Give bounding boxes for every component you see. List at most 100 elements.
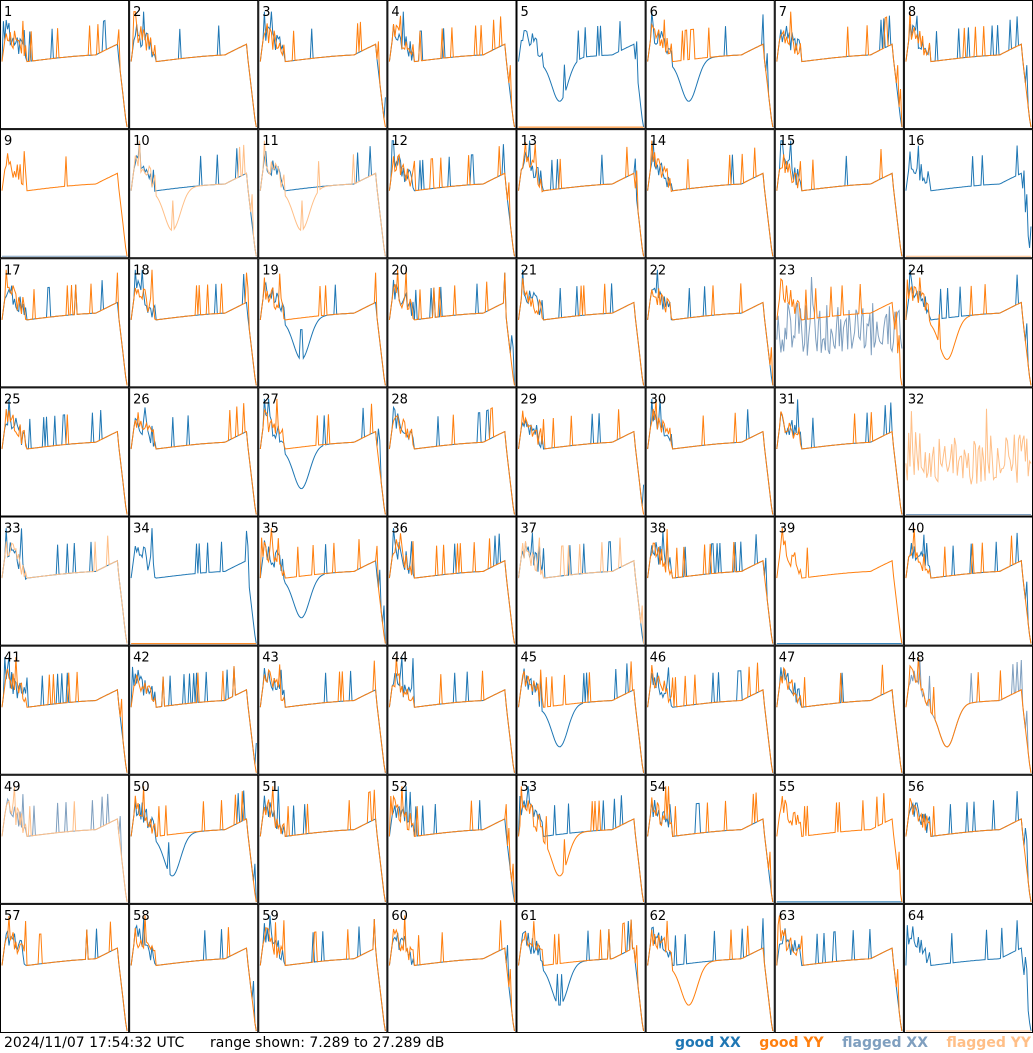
- series-yy: [776, 915, 903, 1032]
- panel-label: 2: [133, 5, 141, 20]
- series-yy: [647, 662, 774, 773]
- panel-45: 45: [516, 645, 646, 775]
- panel-frame: [645, 0, 775, 130]
- series-yy: [776, 664, 903, 773]
- panel-40: 40: [903, 516, 1033, 646]
- panel-frame: [645, 645, 775, 775]
- panel-28: 28: [387, 387, 517, 517]
- series-yy: [388, 657, 515, 773]
- panel-56: 56: [903, 774, 1033, 904]
- panel-label: 40: [908, 522, 925, 537]
- series-yy: [518, 537, 645, 644]
- panel-label: 31: [779, 392, 796, 407]
- panel-label: 59: [262, 909, 279, 924]
- panel-label: 28: [391, 392, 408, 407]
- panel-label: 4: [391, 5, 399, 20]
- series-yy: [776, 411, 903, 515]
- panel-18: 18: [129, 258, 259, 388]
- panel-label: 62: [650, 909, 667, 924]
- panel-label: 32: [908, 392, 925, 407]
- series-yy: [259, 660, 386, 773]
- panel-frame: [387, 258, 517, 388]
- panel-frame: [129, 774, 259, 904]
- panel-32: 32: [903, 387, 1033, 517]
- panel-label: 9: [4, 134, 12, 149]
- panel-frame: [129, 0, 259, 130]
- series-yy: [776, 277, 903, 386]
- series-xx: [518, 21, 645, 128]
- series-yy: [1, 915, 128, 1032]
- footer: 2024/11/07 17:54:32 UTC range shown: 7.2…: [0, 1033, 1033, 1053]
- panel-frame: [774, 129, 904, 259]
- panel-label: 8: [908, 5, 916, 20]
- panel-47: 47: [774, 645, 904, 775]
- series-yy: [259, 528, 386, 644]
- range-max: 27.289: [372, 1035, 422, 1051]
- panel-frame: [516, 516, 646, 646]
- panel-label: 42: [133, 651, 150, 666]
- panel-3: 3: [258, 0, 388, 130]
- range-unit: dB: [425, 1035, 445, 1051]
- panel-5: 5: [516, 0, 646, 130]
- panel-frame: [0, 903, 130, 1033]
- series-yy: [647, 140, 774, 257]
- panel-label: 44: [391, 651, 408, 666]
- legend: good XX good YY flagged XX flagged YY: [661, 1033, 1031, 1053]
- panel-48: 48: [903, 645, 1033, 775]
- panel-30: 30: [645, 387, 775, 517]
- panel-frame: [129, 258, 259, 388]
- panel-frame: [903, 774, 1033, 904]
- panel-label: 1: [4, 5, 12, 20]
- series-yy: [518, 919, 645, 1032]
- range-min: 7.289: [309, 1035, 350, 1051]
- series-yy: [259, 398, 386, 515]
- panel-38: 38: [645, 516, 775, 646]
- series-yy: [1, 151, 128, 257]
- panel-label: 13: [521, 134, 538, 149]
- panel-24: 24: [903, 258, 1033, 388]
- panel-frame: [645, 903, 775, 1033]
- panel-54: 54: [645, 774, 775, 904]
- panel-frame: [774, 258, 904, 388]
- panel-frame: [0, 774, 130, 904]
- panel-label: 3: [262, 5, 270, 20]
- panel-label: 19: [262, 263, 279, 278]
- panel-frame: [0, 258, 130, 388]
- series-yy: [905, 408, 1032, 485]
- panel-frame: [903, 903, 1033, 1033]
- panel-36: 36: [387, 516, 517, 646]
- panel-25: 25: [0, 387, 130, 517]
- panel-label: 61: [521, 909, 538, 924]
- panel-8: 8: [903, 0, 1033, 130]
- panel-frame: [774, 0, 904, 130]
- panel-frame: [129, 516, 259, 646]
- panel-frame: [645, 258, 775, 388]
- panel-label: 51: [262, 780, 279, 795]
- panel-37: 37: [516, 516, 646, 646]
- series-yy: [130, 786, 257, 902]
- panel-label: 55: [779, 780, 796, 795]
- series-yy: [647, 920, 774, 1032]
- series-yy: [1, 535, 128, 644]
- panel-4: 4: [387, 0, 517, 130]
- series-yy: [388, 533, 515, 644]
- panel-label: 20: [391, 263, 408, 278]
- panel-frame: [774, 516, 904, 646]
- panel-label: 48: [908, 651, 925, 666]
- panel-label: 45: [521, 651, 538, 666]
- panel-frame: [903, 129, 1033, 259]
- series-yy: [776, 11, 903, 128]
- panel-frame: [387, 645, 517, 775]
- panel-46: 46: [645, 645, 775, 775]
- series-yy: [647, 283, 774, 386]
- panel-62: 62: [645, 903, 775, 1033]
- panel-53: 53: [516, 774, 646, 904]
- series-xx: [130, 790, 257, 902]
- series-yy: [259, 786, 386, 902]
- series-yy: [905, 528, 1032, 644]
- panel-9: 9: [0, 129, 130, 259]
- series-yy: [259, 140, 386, 257]
- panel-label: 63: [779, 909, 796, 924]
- panel-label: 34: [133, 522, 150, 537]
